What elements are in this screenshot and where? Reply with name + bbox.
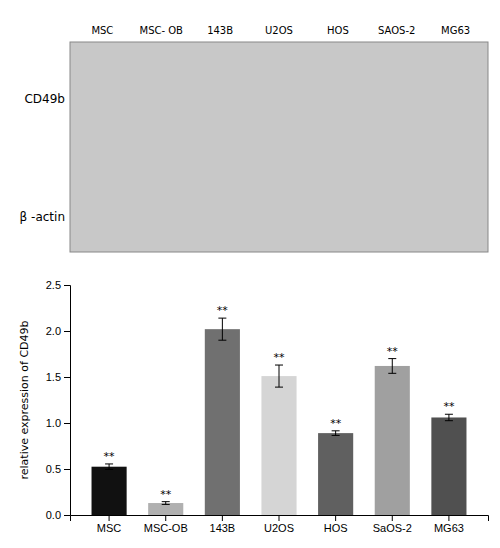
y-tick: 1.0 — [46, 417, 70, 429]
error-bar — [105, 464, 113, 470]
x-tick-mark — [222, 515, 223, 521]
figure: MSC MSC- OB 143B U2OS HOS SAOS-2 MG63 CD49b β -a… — [0, 0, 500, 548]
x-tick-mark — [165, 515, 166, 521]
error-bar-line — [105, 464, 113, 470]
error-bar — [218, 318, 226, 340]
y-tick: 2.5 — [46, 279, 70, 291]
significance-label: ** — [330, 417, 342, 430]
x-tick-label: U2OS — [264, 522, 294, 534]
error-bar-line — [162, 502, 170, 505]
y-axis: 0.0 0.5 1.0 1.5 2.0 2.5 — [46, 279, 71, 521]
x-tick-label: 143B — [210, 522, 236, 534]
y-axis-line — [64, 286, 71, 516]
x-tick: SaOS-2 — [373, 515, 412, 534]
y-tick: 0.5 — [46, 463, 70, 475]
bar — [92, 467, 127, 515]
bar — [318, 433, 353, 515]
y-tick-label: 2.0 — [46, 325, 61, 337]
significance-label: ** — [160, 488, 172, 501]
x-tick-mark — [335, 515, 336, 521]
lane-label: MSC- OB — [140, 25, 184, 36]
lane-label: SAOS-2 — [378, 25, 415, 36]
bar — [261, 376, 296, 515]
x-tick: 143B — [210, 515, 236, 534]
y-tick-mark — [64, 285, 70, 286]
y-tick: 0.0 — [46, 509, 70, 521]
x-tick-mark — [109, 515, 110, 521]
x-tick-mark — [392, 515, 393, 521]
lane-label: 143B — [207, 25, 233, 36]
x-tick-mark — [279, 515, 280, 521]
y-tick-mark — [64, 377, 70, 378]
bar — [431, 417, 466, 515]
x-tick-label: MSC — [97, 522, 122, 534]
error-bar — [388, 359, 396, 374]
y-tick: 2.0 — [46, 325, 70, 337]
y-tick: 1.5 — [46, 371, 70, 383]
y-tick-mark — [64, 331, 70, 332]
x-tick-label: MSC-OB — [144, 522, 188, 534]
lane-label: U2OS — [265, 25, 293, 36]
row-label: CD49b — [24, 92, 65, 106]
lane-label: HOS — [327, 25, 349, 36]
plot-area — [92, 318, 467, 515]
error-bar-line — [388, 359, 396, 374]
x-axis-line — [71, 516, 489, 522]
error-bar — [445, 414, 453, 420]
significance-label: ** — [443, 400, 455, 413]
error-bar-line — [445, 414, 453, 420]
x-tick: MSC-OB — [144, 515, 188, 534]
significance: ** ** ** ** ** ** ** — [104, 304, 455, 501]
lane-label: MG63 — [441, 25, 470, 36]
bar — [205, 329, 240, 515]
x-tick-mark — [448, 515, 449, 521]
blot-panel: MSC MSC- OB 143B U2OS HOS SAOS-2 MG63 CD49b β -a… — [20, 25, 488, 252]
x-tick: HOS — [324, 515, 348, 534]
y-tick-label: 2.5 — [46, 279, 61, 291]
y-tick-label: 1.5 — [46, 371, 61, 383]
y-tick-label: 0.5 — [46, 463, 61, 475]
x-tick-label: HOS — [324, 522, 348, 534]
blot-background — [70, 42, 488, 252]
error-bar-line — [332, 431, 340, 436]
significance-label: ** — [274, 351, 286, 364]
y-tick-mark — [64, 515, 70, 516]
x-tick: MG63 — [434, 515, 464, 534]
significance-label: ** — [104, 450, 116, 463]
error-bar — [275, 365, 283, 387]
lane-label: MSC — [91, 25, 113, 36]
error-bar — [162, 502, 170, 505]
y-tick-label: 0.0 — [46, 509, 61, 521]
y-tick-mark — [64, 469, 70, 470]
error-bar-line — [218, 318, 226, 340]
y-tick-mark — [64, 423, 70, 424]
x-axis: MSC MSC-OB 143B U2OS HOS SaOS-2 MG63 — [71, 515, 489, 534]
x-tick-label: MG63 — [434, 522, 464, 534]
y-axis-title: relative expression of CD49b — [18, 320, 31, 479]
significance-label: ** — [387, 345, 399, 358]
bar — [375, 366, 410, 515]
significance-label: ** — [217, 304, 229, 317]
x-tick-label: SaOS-2 — [373, 522, 412, 534]
row-label: β -actin — [20, 210, 65, 224]
x-tick: MSC — [97, 515, 122, 534]
x-tick: U2OS — [264, 515, 294, 534]
y-tick-label: 1.0 — [46, 417, 61, 429]
error-bar — [332, 431, 340, 436]
error-bar-line — [275, 365, 283, 387]
